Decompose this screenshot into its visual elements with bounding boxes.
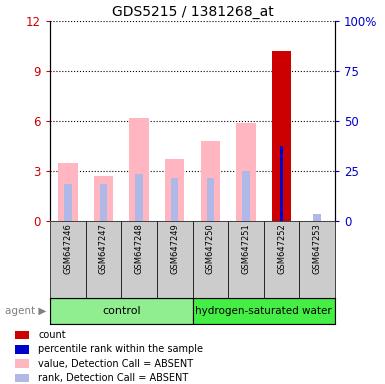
- Text: percentile rank within the sample: percentile rank within the sample: [38, 344, 204, 354]
- Bar: [207, 177, 214, 221]
- Text: rank, Detection Call = ABSENT: rank, Detection Call = ABSENT: [38, 373, 189, 383]
- Text: GSM647253: GSM647253: [313, 223, 321, 274]
- Text: GSM647251: GSM647251: [241, 223, 250, 274]
- Bar: [15, 359, 29, 368]
- FancyBboxPatch shape: [192, 298, 335, 324]
- Bar: [64, 184, 72, 221]
- Bar: [242, 171, 249, 221]
- FancyBboxPatch shape: [50, 221, 85, 298]
- Bar: [313, 214, 321, 221]
- Bar: [201, 141, 220, 221]
- Text: control: control: [102, 306, 141, 316]
- Text: GSM647250: GSM647250: [206, 223, 215, 274]
- FancyBboxPatch shape: [50, 298, 192, 324]
- Text: GSM647248: GSM647248: [135, 223, 144, 274]
- Bar: [15, 374, 29, 382]
- Title: GDS5215 / 1381268_at: GDS5215 / 1381268_at: [112, 5, 273, 19]
- Text: count: count: [38, 330, 66, 340]
- Bar: [165, 159, 184, 221]
- Text: value, Detection Call = ABSENT: value, Detection Call = ABSENT: [38, 359, 194, 369]
- Bar: [236, 122, 256, 221]
- Text: agent ▶: agent ▶: [5, 306, 46, 316]
- Bar: [94, 176, 113, 221]
- Text: GSM647247: GSM647247: [99, 223, 108, 274]
- Text: GSM647249: GSM647249: [170, 223, 179, 274]
- Bar: [136, 174, 143, 221]
- Text: GSM647246: GSM647246: [64, 223, 72, 274]
- Bar: [15, 345, 29, 354]
- FancyBboxPatch shape: [192, 221, 228, 298]
- Bar: [171, 177, 178, 221]
- FancyBboxPatch shape: [121, 221, 157, 298]
- Text: hydrogen-saturated water: hydrogen-saturated water: [195, 306, 332, 316]
- Bar: [272, 51, 291, 221]
- Bar: [58, 162, 78, 221]
- FancyBboxPatch shape: [157, 221, 192, 298]
- Bar: [280, 146, 283, 221]
- FancyBboxPatch shape: [300, 221, 335, 298]
- Bar: [15, 331, 29, 339]
- FancyBboxPatch shape: [85, 221, 121, 298]
- FancyBboxPatch shape: [228, 221, 264, 298]
- Text: GSM647252: GSM647252: [277, 223, 286, 274]
- Bar: [100, 184, 107, 221]
- Bar: [129, 118, 149, 221]
- FancyBboxPatch shape: [264, 221, 300, 298]
